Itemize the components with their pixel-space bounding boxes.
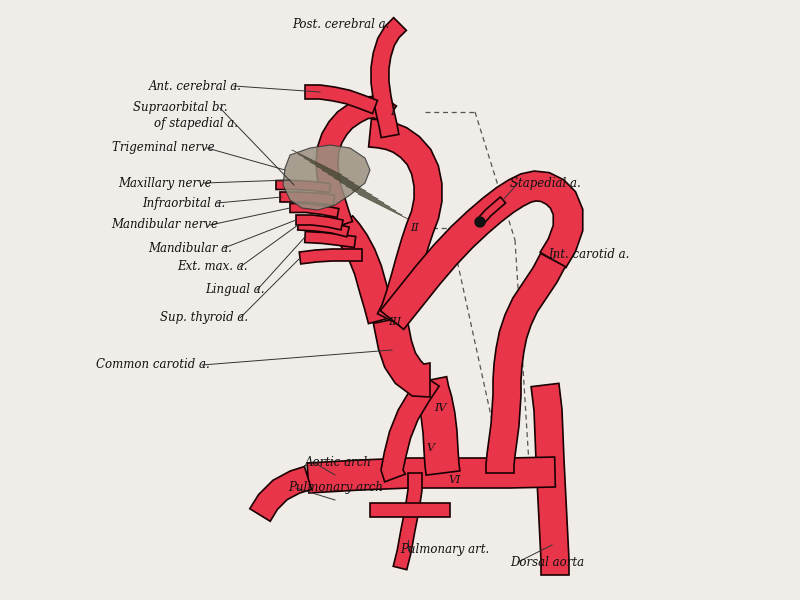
Text: Lingual a.: Lingual a.: [206, 283, 265, 296]
Text: Trigeminal nerve: Trigeminal nerve: [112, 142, 215, 154]
Text: Maxillary nerve: Maxillary nerve: [118, 176, 212, 190]
Polygon shape: [380, 171, 582, 329]
Text: of stapedial a.: of stapedial a.: [154, 118, 238, 130]
Polygon shape: [299, 249, 362, 264]
Text: Sup. thyroid a.: Sup. thyroid a.: [160, 311, 248, 325]
Polygon shape: [276, 181, 330, 193]
Text: Pulmonary arch: Pulmonary arch: [288, 481, 383, 494]
Text: Post. cerebral a.: Post. cerebral a.: [293, 19, 390, 31]
Text: Int. carotid a.: Int. carotid a.: [548, 248, 630, 262]
Polygon shape: [280, 192, 334, 205]
Polygon shape: [381, 374, 439, 482]
Text: Mandibular nerve: Mandibular nerve: [111, 218, 218, 232]
Polygon shape: [283, 145, 370, 210]
Polygon shape: [296, 215, 343, 230]
Polygon shape: [486, 253, 566, 473]
Text: IV: IV: [434, 403, 446, 413]
Text: III: III: [389, 317, 402, 327]
Text: Pulmonary art.: Pulmonary art.: [400, 544, 490, 557]
Text: Ant. cerebral a.: Ant. cerebral a.: [149, 79, 242, 92]
Polygon shape: [305, 232, 356, 247]
Text: I: I: [390, 107, 394, 117]
Text: Aortic arch: Aortic arch: [305, 455, 372, 469]
Polygon shape: [370, 503, 450, 517]
Polygon shape: [369, 119, 442, 326]
Polygon shape: [331, 216, 395, 323]
Text: V: V: [426, 443, 434, 453]
Polygon shape: [298, 220, 350, 237]
Text: Stapedial a.: Stapedial a.: [510, 176, 581, 190]
Polygon shape: [250, 467, 311, 521]
Polygon shape: [371, 17, 406, 137]
Circle shape: [475, 217, 485, 227]
Polygon shape: [305, 85, 378, 113]
Polygon shape: [394, 473, 422, 569]
Text: Infraorbital a.: Infraorbital a.: [142, 196, 225, 209]
Text: Supraorbital br.: Supraorbital br.: [134, 101, 228, 115]
Text: VI: VI: [449, 475, 461, 485]
Polygon shape: [531, 383, 569, 575]
Text: Dorsal aorta: Dorsal aorta: [510, 556, 584, 569]
Polygon shape: [374, 317, 430, 397]
Polygon shape: [316, 96, 396, 229]
Text: Ext. max. a.: Ext. max. a.: [178, 260, 248, 274]
Text: Common carotid a.: Common carotid a.: [96, 358, 210, 371]
Polygon shape: [290, 203, 339, 217]
Text: Mandibular a.: Mandibular a.: [148, 241, 232, 254]
Polygon shape: [414, 377, 460, 475]
Polygon shape: [477, 197, 506, 224]
Text: II: II: [410, 223, 419, 233]
Polygon shape: [307, 457, 555, 493]
